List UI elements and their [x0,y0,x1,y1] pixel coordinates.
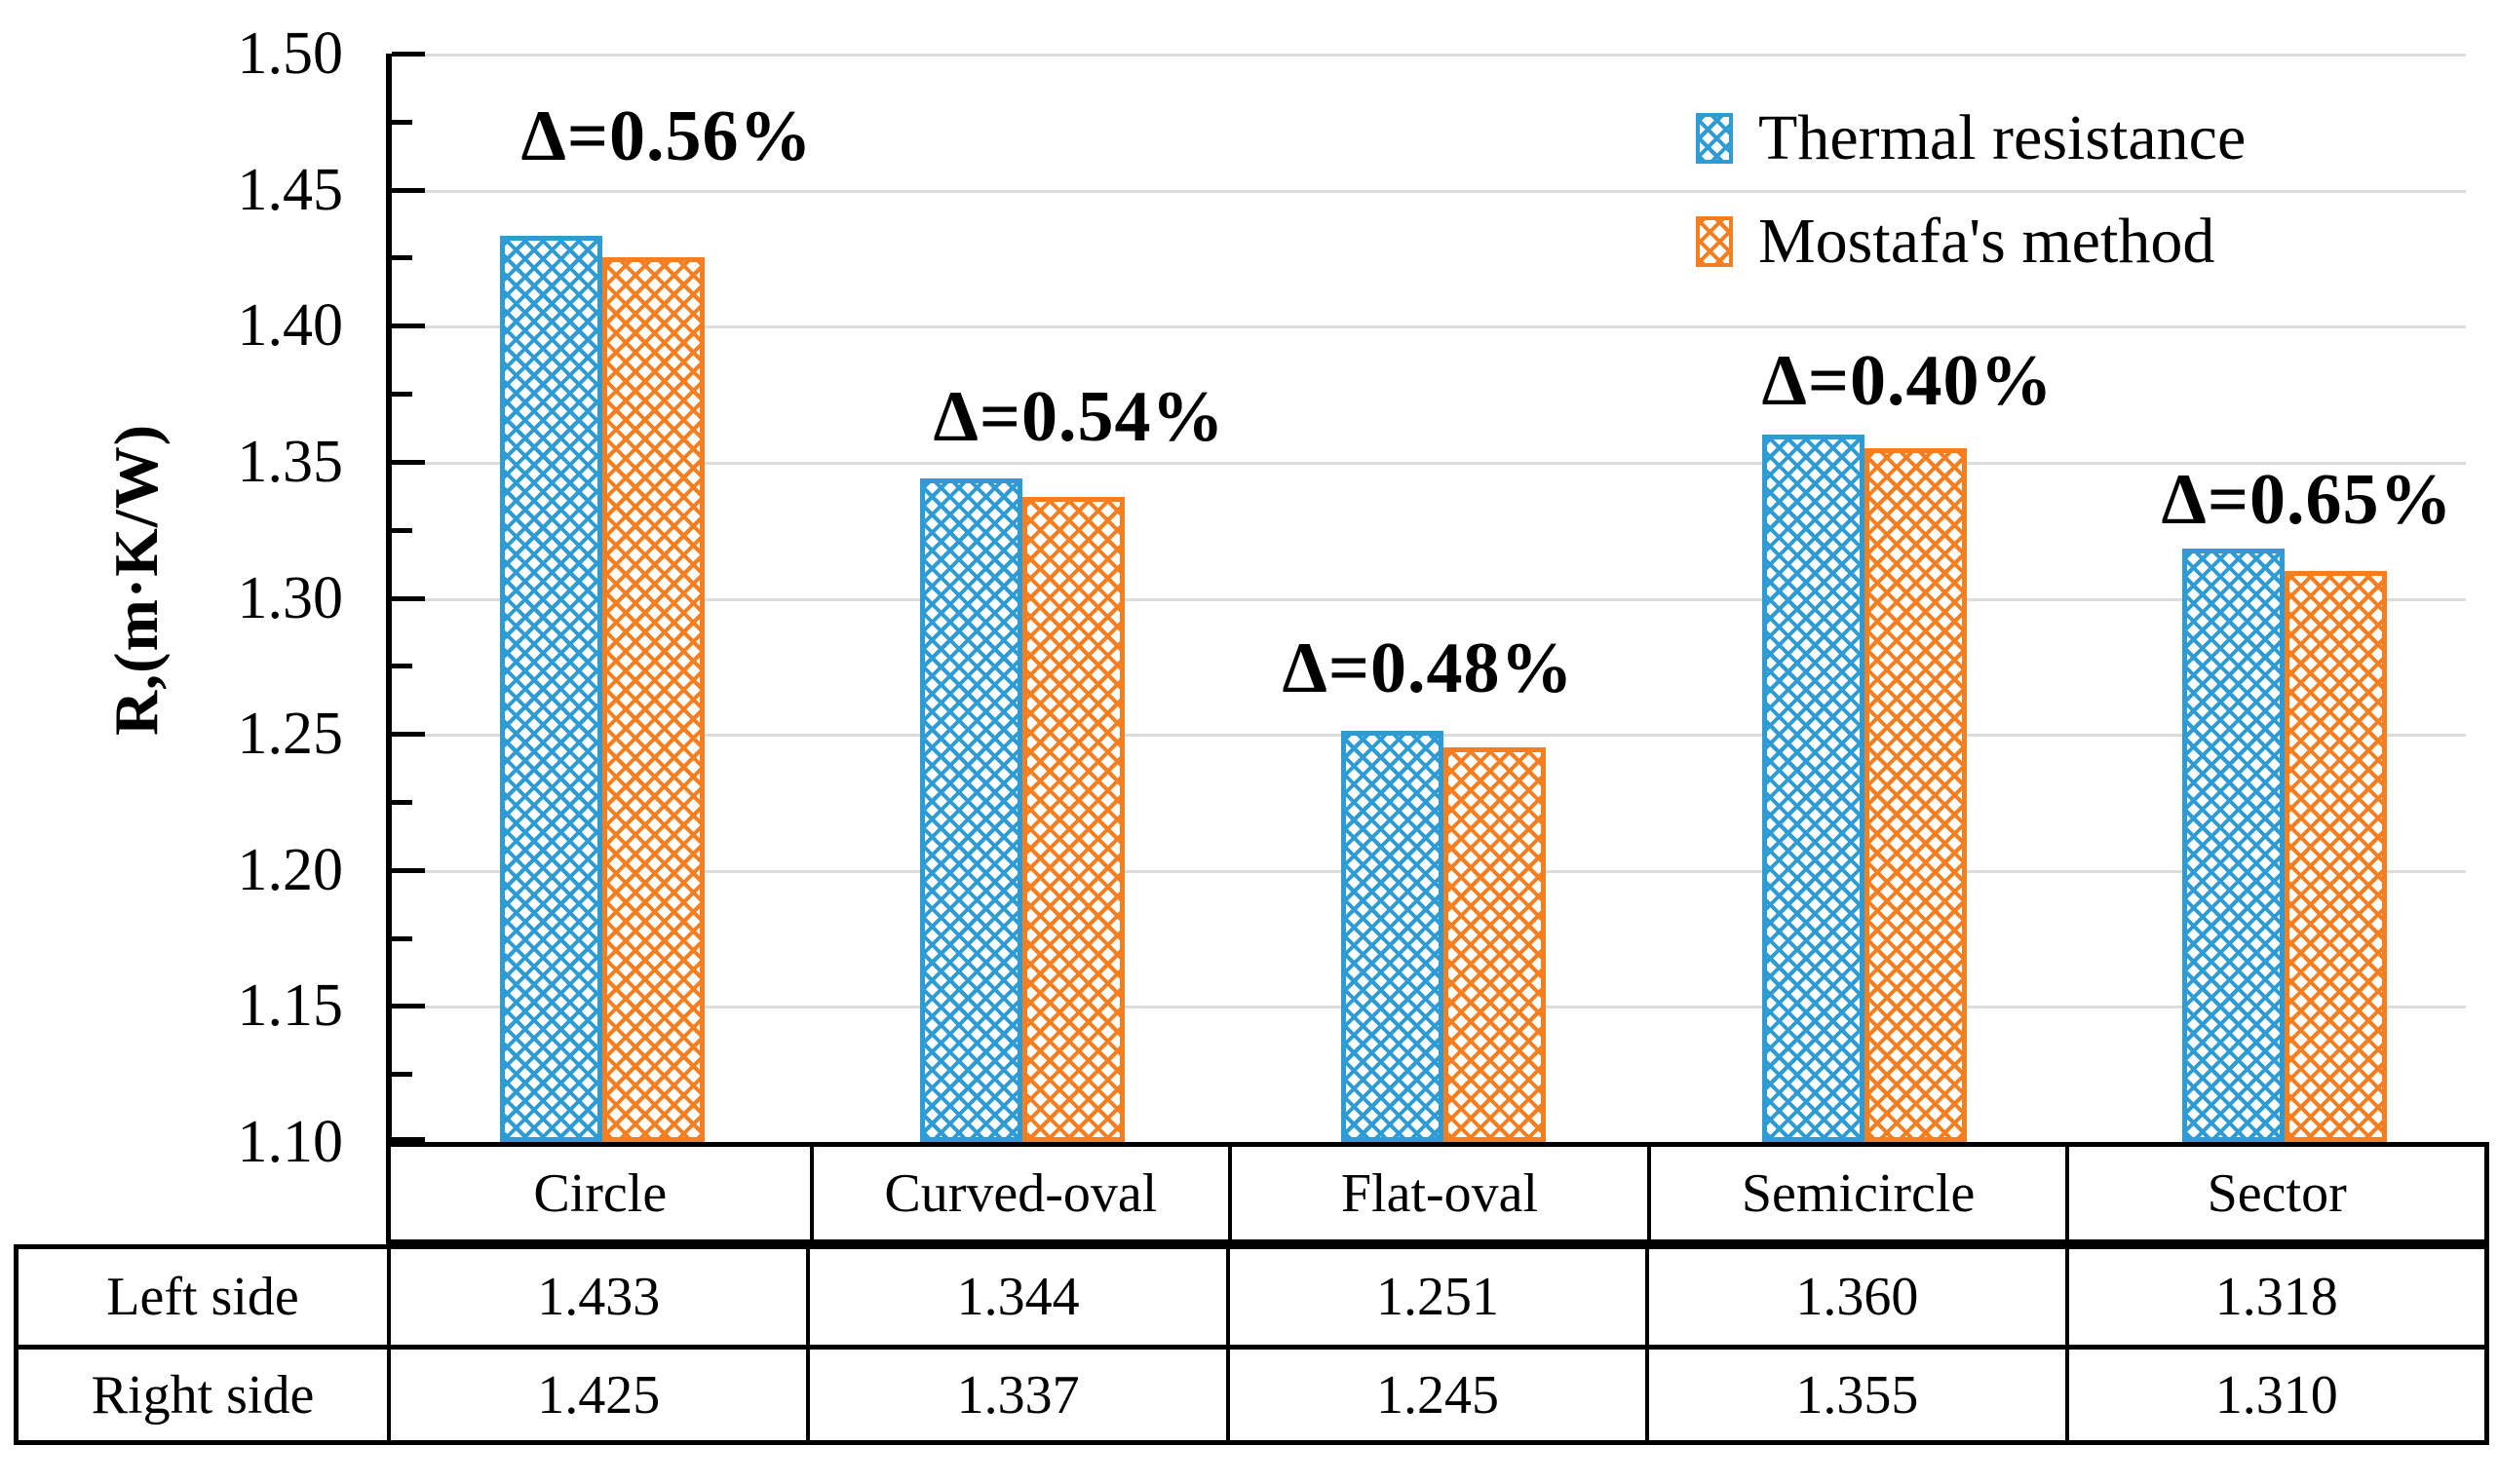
delta-annotation-circle: Δ=0.56% [520,96,813,176]
table-cell: 1.425 [387,1345,807,1440]
thermal-resistance-bar-semicircle [1761,434,1864,1142]
y-axis-major-tick [392,867,425,873]
y-axis-minor-tick [392,527,412,533]
gridline [392,54,2466,57]
table-cell: 1.344 [806,1249,1225,1345]
y-tick-label: 1.40 [237,292,344,359]
mostafa-method-bar-flat-oval [1443,747,1546,1142]
delta-annotation-sector: Δ=0.65% [2161,460,2453,540]
y-axis-minor-tick [392,935,412,941]
y-axis-major-tick [392,732,425,738]
y-axis-minor-tick [392,392,412,398]
y-tick-label: 1.25 [237,701,344,767]
table-cell: 1.310 [2064,1345,2484,1440]
y-axis-minor-tick [392,255,412,261]
gridline [392,597,2466,601]
y-axis-major-tick [392,1137,425,1142]
table-cell: 1.337 [806,1345,1226,1440]
delta-annotation-flat-oval: Δ=0.48% [1282,628,1574,708]
table-cell: 1.360 [1645,1249,2064,1345]
table-column-header: Semicircle [1646,1147,2066,1239]
legend-label-mostafa-method: Mostafa's method [1758,206,2215,277]
table-column-header: Sector [2065,1147,2484,1239]
legend-label-thermal-resistance: Thermal resistance [1758,102,2247,173]
thermal-resistance-bar-curved-oval [920,477,1023,1142]
y-axis-major-tick [392,595,425,601]
legend-swatch-thermal-resistance [1696,113,1733,164]
gridline [392,461,2466,465]
y-axis-major-tick [392,1004,425,1009]
table-cell: 1.251 [1225,1249,1645,1345]
table-row-label: Left side [106,1267,299,1327]
gridline [392,189,2466,193]
thermal-resistance-bar-circle [499,236,602,1142]
y-axis-minor-tick [392,664,412,669]
table-cell: 1.318 [2064,1249,2484,1345]
plot-area: Δ=0.56% Δ=0.54% Δ=0.48% Δ=0.40% Δ=0.65% [386,52,2466,1142]
table-category-header-row: Circle Curved-oval Flat-oval Semicircle … [386,1142,2489,1244]
y-axis-minor-tick [392,800,412,805]
thermal-resistance-bar-flat-oval [1341,731,1443,1142]
y-tick-label: 1.20 [237,837,344,903]
table-column-header: Circle [533,1162,668,1224]
y-tick-label: 1.10 [237,1109,344,1175]
mostafa-method-bar-sector [2285,570,2388,1142]
mostafa-method-bar-semicircle [1864,447,1967,1142]
y-axis-major-tick [392,187,425,193]
table-column-header: Curved-oval [809,1147,1229,1239]
y-tick-label: 1.50 [237,20,344,87]
table-cell: 1.245 [1225,1345,1646,1440]
table-data-rows: Left side 1.433 1.344 1.251 1.360 1.318 … [14,1244,2489,1445]
y-axis-major-tick [392,459,425,465]
gridline [392,325,2466,329]
table-cell: 1.433 [387,1249,806,1345]
table-column-header: Flat-oval [1228,1147,1647,1239]
y-tick-label: 1.35 [237,429,344,495]
table-cell: 1.355 [1645,1345,2065,1440]
y-axis-major-tick [392,52,425,57]
mostafa-method-bar-curved-oval [1022,497,1126,1142]
thermal-resistance-bar-sector [2182,549,2286,1142]
y-tick-label: 1.45 [237,157,344,223]
y-axis-minor-tick [392,119,412,125]
table-row-label: Right side [19,1345,387,1440]
y-tick-label: 1.30 [237,565,344,631]
y-axis-minor-tick [392,1072,412,1078]
delta-annotation-semicircle: Δ=0.40% [1761,341,2054,421]
legend-swatch-mostafa-method [1696,216,1733,267]
y-axis-major-tick [392,323,425,329]
y-tick-label: 1.15 [237,972,344,1039]
mostafa-method-bar-circle [601,257,705,1142]
delta-annotation-curved-oval: Δ=0.54% [933,377,1225,457]
